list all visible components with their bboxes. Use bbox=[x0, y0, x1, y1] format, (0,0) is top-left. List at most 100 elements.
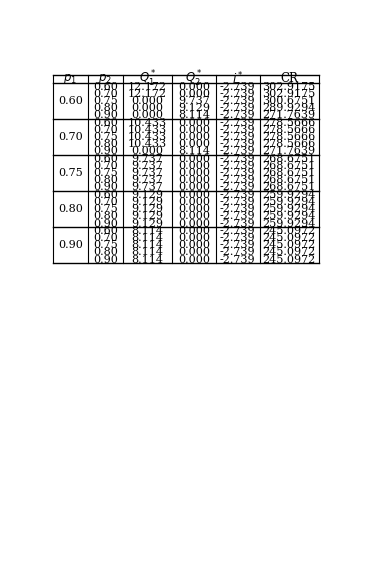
Text: 0.000: 0.000 bbox=[178, 117, 210, 128]
Text: 9.737: 9.737 bbox=[178, 96, 210, 106]
Text: 0.70: 0.70 bbox=[93, 161, 118, 171]
Text: -2.739: -2.739 bbox=[220, 139, 256, 149]
Text: 0.000: 0.000 bbox=[178, 183, 210, 192]
Text: 9.129: 9.129 bbox=[131, 197, 163, 207]
Text: 0.000: 0.000 bbox=[178, 161, 210, 171]
Text: 0.75: 0.75 bbox=[93, 96, 118, 106]
Text: 245.0972: 245.0972 bbox=[263, 247, 316, 257]
Text: 0.000: 0.000 bbox=[178, 240, 210, 250]
Text: 10.433: 10.433 bbox=[128, 139, 167, 149]
Text: 259.9294: 259.9294 bbox=[263, 197, 316, 207]
Text: $Q_1^*$: $Q_1^*$ bbox=[139, 69, 156, 89]
Text: 278.5666: 278.5666 bbox=[263, 117, 316, 128]
Text: -2.739: -2.739 bbox=[220, 168, 256, 178]
Text: 9.737: 9.737 bbox=[131, 154, 163, 164]
Text: 302.9175: 302.9175 bbox=[263, 81, 316, 91]
Text: 8.114: 8.114 bbox=[178, 146, 210, 157]
Text: 10.433: 10.433 bbox=[128, 117, 167, 128]
Text: 0.60: 0.60 bbox=[93, 154, 118, 164]
Text: 0.60: 0.60 bbox=[93, 117, 118, 128]
Text: 268.6751: 268.6751 bbox=[263, 161, 316, 171]
Text: $p_2$: $p_2$ bbox=[98, 72, 112, 86]
Text: -2.739: -2.739 bbox=[220, 81, 256, 91]
Text: 245.0972: 245.0972 bbox=[263, 233, 316, 243]
Text: 0.000: 0.000 bbox=[131, 110, 163, 120]
Text: 9.737: 9.737 bbox=[131, 175, 163, 186]
Text: -2.739: -2.739 bbox=[220, 154, 256, 164]
Text: 0.000: 0.000 bbox=[178, 89, 210, 99]
Text: 0.000: 0.000 bbox=[178, 247, 210, 257]
Text: -2.739: -2.739 bbox=[220, 240, 256, 250]
Text: 0.75: 0.75 bbox=[93, 204, 118, 214]
Text: 0.70: 0.70 bbox=[93, 197, 118, 207]
Text: 0.000: 0.000 bbox=[178, 125, 210, 135]
Text: 0.80: 0.80 bbox=[93, 139, 118, 149]
Text: 268.6751: 268.6751 bbox=[263, 154, 316, 164]
Text: 278.5666: 278.5666 bbox=[263, 125, 316, 135]
Text: 0.80: 0.80 bbox=[58, 204, 83, 214]
Text: 0.000: 0.000 bbox=[178, 168, 210, 178]
Text: 9.129: 9.129 bbox=[131, 218, 163, 228]
Text: 0.80: 0.80 bbox=[93, 175, 118, 186]
Text: 0.80: 0.80 bbox=[93, 212, 118, 221]
Text: 9.129: 9.129 bbox=[178, 103, 210, 113]
Text: 9.737: 9.737 bbox=[131, 183, 163, 192]
Text: 0.000: 0.000 bbox=[178, 197, 210, 207]
Text: 268.6751: 268.6751 bbox=[263, 168, 316, 178]
Text: 289.9294: 289.9294 bbox=[263, 103, 316, 113]
Text: 0.80: 0.80 bbox=[93, 103, 118, 113]
Text: 12.172: 12.172 bbox=[128, 89, 167, 99]
Text: 259.9294: 259.9294 bbox=[263, 218, 316, 228]
Text: 8.114: 8.114 bbox=[131, 247, 163, 257]
Text: -2.739: -2.739 bbox=[220, 125, 256, 135]
Text: -2.739: -2.739 bbox=[220, 103, 256, 113]
Text: 8.114: 8.114 bbox=[131, 226, 163, 236]
Text: -2.739: -2.739 bbox=[220, 96, 256, 106]
Text: 0.000: 0.000 bbox=[178, 212, 210, 221]
Text: 10.433: 10.433 bbox=[128, 132, 167, 142]
Text: 278.5666: 278.5666 bbox=[263, 139, 316, 149]
Text: 9.737: 9.737 bbox=[131, 161, 163, 171]
Text: -2.739: -2.739 bbox=[220, 226, 256, 236]
Text: 0.75: 0.75 bbox=[58, 168, 83, 178]
Text: 0.000: 0.000 bbox=[178, 204, 210, 214]
Text: 0.000: 0.000 bbox=[178, 81, 210, 91]
Text: 268.6751: 268.6751 bbox=[263, 183, 316, 192]
Text: -2.739: -2.739 bbox=[220, 247, 256, 257]
Text: 0.75: 0.75 bbox=[93, 132, 118, 142]
Text: -2.739: -2.739 bbox=[220, 233, 256, 243]
Text: 8.114: 8.114 bbox=[131, 240, 163, 250]
Text: 0.000: 0.000 bbox=[178, 190, 210, 199]
Text: -2.739: -2.739 bbox=[220, 146, 256, 157]
Text: -2.739: -2.739 bbox=[220, 204, 256, 214]
Text: -2.739: -2.739 bbox=[220, 110, 256, 120]
Text: $Q_2^*$: $Q_2^*$ bbox=[185, 69, 203, 89]
Text: 302.9175: 302.9175 bbox=[263, 89, 316, 99]
Text: 0.90: 0.90 bbox=[93, 218, 118, 228]
Text: -2.739: -2.739 bbox=[220, 175, 256, 186]
Text: 0.90: 0.90 bbox=[93, 183, 118, 192]
Text: 0.000: 0.000 bbox=[131, 146, 163, 157]
Text: 0.90: 0.90 bbox=[93, 146, 118, 157]
Text: -2.739: -2.739 bbox=[220, 254, 256, 265]
Text: 0.000: 0.000 bbox=[178, 226, 210, 236]
Text: 9.129: 9.129 bbox=[131, 190, 163, 199]
Text: 0.000: 0.000 bbox=[178, 175, 210, 186]
Text: -2.739: -2.739 bbox=[220, 89, 256, 99]
Text: 8.114: 8.114 bbox=[131, 233, 163, 243]
Text: -2.739: -2.739 bbox=[220, 218, 256, 228]
Text: 0.90: 0.90 bbox=[93, 254, 118, 265]
Text: 0.70: 0.70 bbox=[93, 233, 118, 243]
Text: 0.70: 0.70 bbox=[58, 132, 83, 142]
Text: CR: CR bbox=[280, 72, 298, 86]
Text: -2.739: -2.739 bbox=[220, 197, 256, 207]
Text: -2.739: -2.739 bbox=[220, 117, 256, 128]
Text: $p_1$: $p_1$ bbox=[63, 72, 77, 86]
Text: 300.6751: 300.6751 bbox=[263, 96, 316, 106]
Text: $i^*$: $i^*$ bbox=[232, 71, 244, 87]
Text: 0.000: 0.000 bbox=[178, 254, 210, 265]
Text: 0.80: 0.80 bbox=[93, 247, 118, 257]
Text: 9.129: 9.129 bbox=[131, 204, 163, 214]
Text: 271.7639: 271.7639 bbox=[263, 146, 316, 157]
Text: 0.000: 0.000 bbox=[131, 96, 163, 106]
